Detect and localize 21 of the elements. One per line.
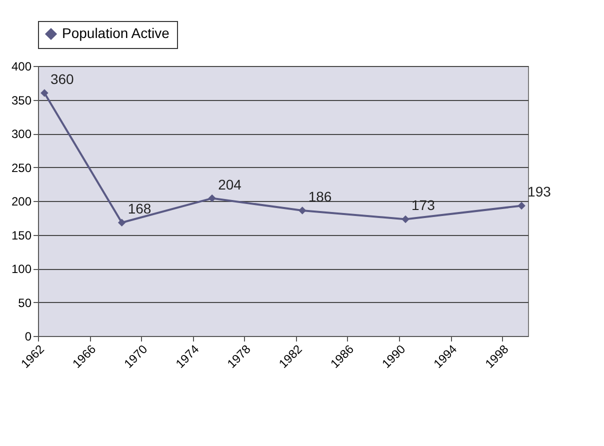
y-tick-label: 300 [11, 127, 32, 141]
data-label: 168 [128, 200, 152, 217]
point [298, 206, 306, 214]
point [402, 215, 410, 224]
y-tick-label: 50 [18, 296, 32, 310]
y-tick-label: 350 [11, 93, 32, 108]
point [518, 202, 526, 210]
data-label: 173 [412, 197, 436, 214]
y-tick-label: 0 [24, 330, 32, 344]
y-tick-label: 400 [11, 60, 32, 74]
point [40, 89, 48, 97]
y-tick-label: 150 [11, 228, 32, 242]
y-tick-label: 100 [11, 262, 32, 276]
point [118, 218, 126, 226]
y-tick-label: 250 [11, 160, 32, 175]
legend-label: Population Active [62, 25, 170, 41]
data-label: 360 [50, 71, 74, 87]
data-label: 186 [308, 188, 332, 204]
y-tick-label: 200 [11, 194, 32, 208]
data-label: 204 [218, 176, 242, 192]
point [208, 194, 216, 202]
